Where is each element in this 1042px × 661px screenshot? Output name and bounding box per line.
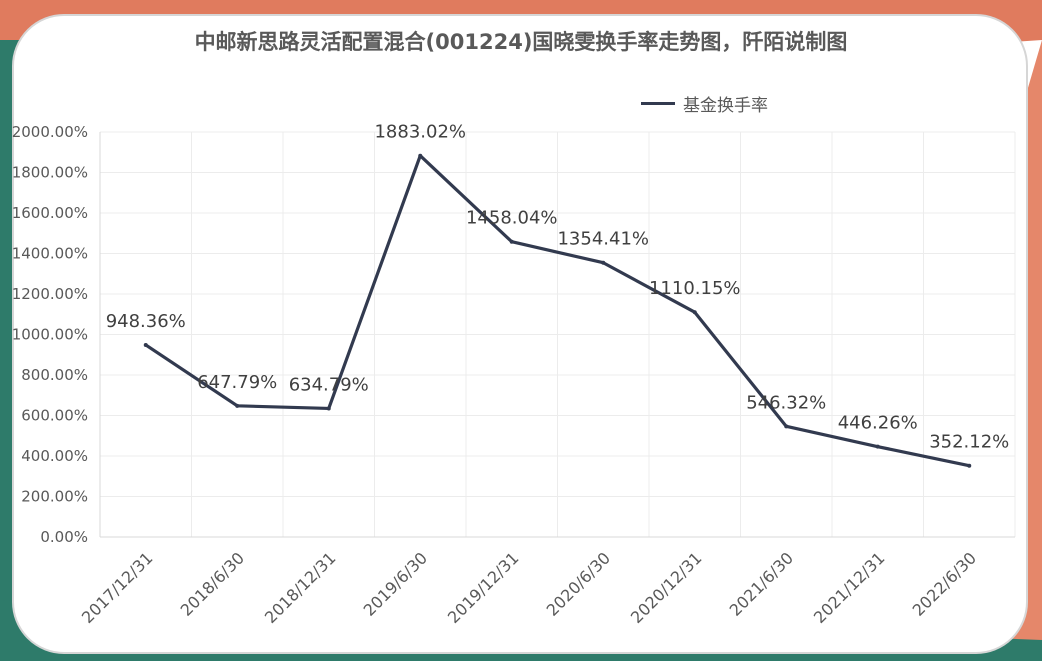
data-point (875, 444, 880, 449)
x-tick-label: 2022/6/30 (909, 548, 980, 619)
legend-label: 基金换手率 (683, 95, 768, 116)
data-label: 1458.04% (466, 208, 558, 229)
data-label: 634.79% (289, 374, 369, 395)
data-label: 1354.41% (557, 229, 649, 250)
x-tick-label: 2018/6/30 (177, 548, 248, 619)
data-label: 546.32% (746, 392, 826, 413)
x-tick-label: 2019/12/31 (444, 548, 523, 627)
y-tick-label: 1400.00% (12, 245, 88, 263)
data-label: 647.79% (197, 372, 277, 393)
y-tick-label: 800.00% (21, 366, 88, 384)
x-tick-label: 2020/12/31 (627, 548, 706, 627)
y-tick-label: 1200.00% (12, 285, 88, 303)
data-label: 352.12% (929, 432, 1009, 453)
x-tick-label: 2021/6/30 (726, 548, 797, 619)
x-tick-label: 2020/6/30 (543, 548, 614, 619)
series-line (144, 154, 971, 468)
data-point (418, 153, 423, 158)
data-point (784, 424, 789, 429)
y-tick-label: 2000.00% (12, 123, 88, 141)
x-tick-label: 2018/12/31 (261, 548, 340, 627)
chart-title: 中邮新思路灵活配置混合(001224)国晓雯换手率走势图，阡陌说制图 (194, 30, 848, 54)
data-point (509, 239, 514, 244)
data-labels: 948.36% 647.79% 634.79% 1883.02% 1458.04%135… (106, 122, 1010, 453)
y-tick-label: 200.00% (21, 488, 88, 506)
series-fund-turnover (143, 153, 972, 468)
y-tick-label: 1600.00% (12, 204, 88, 222)
y-tick-label: 0.00% (40, 528, 88, 546)
data-label: 446.26% (838, 413, 918, 434)
legend-line-swatch (641, 101, 675, 105)
y-tick-label: 1800.00% (12, 164, 88, 182)
legend: 基金换手率 (641, 92, 768, 116)
y-axis-ticks: 0.00% 200.00% 400.00% 600.00% 800.00% 1000.00… (12, 123, 88, 546)
data-point (967, 463, 972, 468)
x-tick-label: 2017/12/31 (78, 548, 157, 627)
x-tick-label: 2021/12/31 (810, 548, 889, 627)
x-tick-label: 2019/6/30 (360, 548, 431, 619)
x-axis-ticks: 2017/12/31 2018/6/30 2018/12/31 2019/6/30 20… (78, 548, 980, 627)
data-label: 1883.02% (374, 122, 466, 143)
data-point (326, 406, 331, 411)
data-point (601, 260, 606, 265)
data-label: 948.36% (106, 311, 186, 332)
y-tick-label: 600.00% (21, 407, 88, 425)
y-tick-label: 400.00% (21, 447, 88, 465)
data-label: 1110.15% (649, 278, 741, 299)
axes (99, 132, 1015, 538)
data-point (692, 310, 697, 315)
data-point (143, 342, 148, 347)
grid-lines (99, 131, 1016, 537)
data-point (235, 403, 240, 408)
y-tick-label: 1000.00% (12, 326, 88, 344)
